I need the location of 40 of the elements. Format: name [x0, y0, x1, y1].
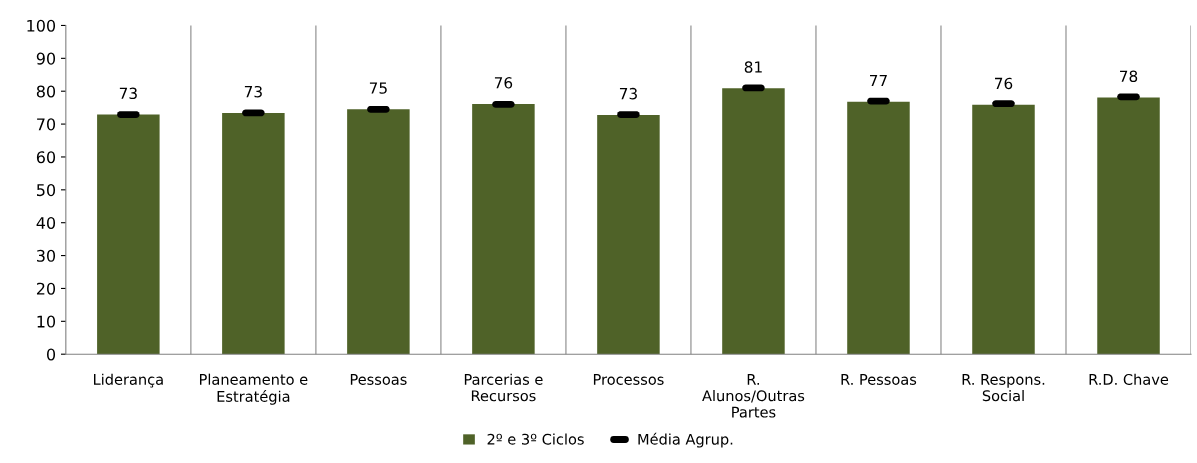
data-label: 77 — [870, 74, 887, 87]
data-label: 75 — [369, 82, 387, 94]
x-tick-label: R. Alunos/Outras Partes — [702, 374, 805, 418]
x-tick-label: Planeamento e Estratégia — [199, 373, 308, 405]
y-tick-label: 80 — [36, 85, 56, 98]
bar — [722, 88, 785, 355]
y-tick-label: 50 — [37, 184, 56, 197]
x-tick-label: Pessoas — [350, 374, 407, 385]
data-label: 76 — [494, 77, 513, 89]
x-tick-label: Processos — [593, 374, 664, 385]
bar — [1097, 97, 1160, 355]
data-label: 81 — [744, 61, 762, 73]
x-tick-label: Liderança — [94, 373, 163, 388]
y-tick-label: 20 — [36, 282, 56, 295]
data-label: 73 — [244, 85, 262, 98]
bar — [222, 112, 285, 355]
y-tick-label: 70 — [37, 118, 56, 131]
y-tick-label: 100 — [27, 19, 56, 32]
data-label: 76 — [995, 77, 1013, 90]
bar — [347, 109, 410, 355]
x-tick-label: R. Respons. Social — [962, 374, 1045, 402]
y-tick-label: 40 — [36, 216, 56, 229]
y-tick-label: 30 — [37, 249, 56, 262]
y-tick-label: 0 — [47, 348, 56, 361]
x-tick-label: R.D. Chave — [1089, 373, 1169, 385]
y-tick-label: 10 — [37, 315, 56, 328]
bar — [972, 104, 1035, 355]
y-tick-label: 90 — [36, 52, 56, 65]
data-label: 73 — [119, 87, 137, 100]
x-tick-label: R. Pessoas — [841, 374, 917, 385]
x-tick-label: Parcerias e Recursos — [464, 373, 543, 402]
legend-label: Média Agrup. — [638, 432, 733, 448]
bar — [472, 104, 535, 355]
bar — [597, 114, 660, 355]
data-label: 73 — [619, 87, 637, 100]
legend-label: 2º e 3º Ciclos — [487, 433, 584, 445]
bar — [97, 114, 160, 355]
y-tick-label: 60 — [36, 151, 56, 164]
data-label: 78 — [1120, 70, 1138, 82]
bar — [847, 101, 910, 355]
